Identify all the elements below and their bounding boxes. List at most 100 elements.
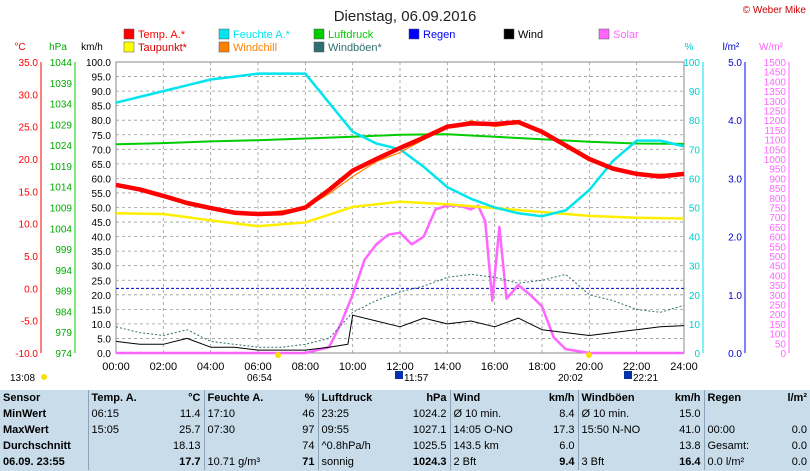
humidity-tick-label: 100 xyxy=(683,58,700,69)
sunrise-marker xyxy=(275,352,281,358)
stats-table: Sensor Temp. A. °C Feuchte A.% Luftdruck hPa W… xyxy=(0,390,810,471)
wind-tick-label: 70.0 xyxy=(92,145,112,156)
table-header: km/h xyxy=(674,392,701,404)
solar-tick-label: 500 xyxy=(769,252,786,263)
solar-tick-label: 1000 xyxy=(764,155,787,166)
row-label: MinWert xyxy=(3,408,47,420)
time-tick-label: 24:00 xyxy=(670,361,698,373)
wind-unit: km/h xyxy=(81,42,103,53)
sunset-marker xyxy=(586,352,592,358)
solar-tick-label: 1050 xyxy=(764,145,787,156)
sunset-label: 20:02 xyxy=(558,373,583,384)
table-cell: 8.4 xyxy=(559,408,575,420)
table-row: Durchschnitt 18.13 74 ^0.8hPa/h 1025.5 143.5 … xyxy=(0,438,810,454)
legend: Temp. A.* Feuchte A.* Luftdruck Regen Wind So… xyxy=(123,28,639,54)
solar-tick-label: 1350 xyxy=(764,87,787,98)
wind-tick-label: 90.0 xyxy=(92,87,112,98)
table-cell: 11.4 xyxy=(179,408,201,420)
temp-tick-label: -10.0 xyxy=(15,349,38,360)
table-cell xyxy=(203,438,272,454)
solar-tick-label: 1300 xyxy=(764,97,787,108)
table-header: Luftdruck xyxy=(317,390,388,406)
rain-tick-label: 4.0 xyxy=(728,116,742,127)
solar-tick-label: 1200 xyxy=(764,116,787,127)
rain-tick-label: 2.0 xyxy=(728,233,742,244)
table-header: km/h xyxy=(548,392,575,404)
last-marker xyxy=(624,371,632,379)
rain-tick-label: 3.0 xyxy=(728,174,742,185)
solar-tick-label: 1150 xyxy=(764,126,786,137)
table-cell: 1024.3 xyxy=(412,456,447,468)
series-temp-a xyxy=(115,119,685,217)
table-cell: 97 xyxy=(302,424,315,436)
table-cell: 143.5 km xyxy=(449,438,516,454)
pressure-unit: hPa xyxy=(49,42,67,53)
solar-tick-label: 650 xyxy=(769,223,786,234)
axis-ticks: 35.0 30.0 25.0 20.0 15.0 10.0 5.0 0.0 -5.0 -10.0 1… xyxy=(15,58,790,373)
pressure-tick-label: 994 xyxy=(55,266,72,277)
legend-label: Taupunkt* xyxy=(138,42,188,54)
legend-label: Wind xyxy=(518,29,543,41)
sun-first-marker xyxy=(41,374,47,380)
table-cell: 25.7 xyxy=(179,424,201,436)
sun-times: 13:08 06:54 11:57 20:02 22:21 xyxy=(10,352,658,384)
table-cell: 18.13 xyxy=(172,440,201,452)
table-header: °C xyxy=(188,392,201,404)
table-cell: 17.3 xyxy=(553,424,575,436)
legend-label: Solar xyxy=(613,29,639,41)
table-cell: 2 Bft xyxy=(449,454,516,470)
humidity-tick-label: 60 xyxy=(689,174,701,185)
legend-swatch xyxy=(123,28,135,40)
pressure-tick-label: 1024 xyxy=(50,141,73,152)
solar-tick-label: 900 xyxy=(769,174,786,185)
table-cell: 0.0 l/m² xyxy=(703,454,770,470)
table-cell: 15:05 xyxy=(87,422,148,438)
legend-swatch xyxy=(408,28,420,40)
table-cell: 07:30 xyxy=(203,422,272,438)
pressure-tick-label: 1034 xyxy=(50,100,73,111)
rain-tick-label: 1.0 xyxy=(728,291,742,302)
table-cell: 1024.2 xyxy=(412,408,447,420)
table-cell: 9.4 xyxy=(559,456,575,468)
time-tick-label: 14:00 xyxy=(434,361,462,373)
table-cell: Gesamt: xyxy=(703,438,770,454)
legend-swatch xyxy=(123,41,135,53)
humidity-tick-label: 70 xyxy=(689,145,701,156)
wind-tick-label: 10.0 xyxy=(92,320,112,331)
table-header: Regen xyxy=(703,390,770,406)
wind-tick-label: 45.0 xyxy=(92,218,112,229)
pressure-tick-label: 989 xyxy=(55,287,72,298)
weather-chart: Dienstag, 06.09.2016 © Weber Mike Temp. … xyxy=(10,5,807,384)
solar-tick-label: 150 xyxy=(769,320,786,331)
table-header: Feuchte A. xyxy=(203,390,272,406)
table-cell xyxy=(87,438,148,454)
series-windb-en xyxy=(115,273,685,348)
pressure-tick-label: 1029 xyxy=(50,120,73,131)
humidity-tick-label: 40 xyxy=(689,233,701,244)
humidity-tick-label: 10 xyxy=(689,320,701,331)
time-tick-label: 10:00 xyxy=(339,361,367,373)
noon-label: 11:57 xyxy=(404,373,429,384)
solar-tick-label: 950 xyxy=(769,165,786,176)
table-header: hPa xyxy=(426,392,447,404)
legend-label: Temp. A.* xyxy=(138,29,186,41)
table-cell xyxy=(770,406,810,422)
wind-tick-label: 80.0 xyxy=(92,116,112,127)
table-cell: 00:00 xyxy=(703,422,770,438)
solar-tick-label: 400 xyxy=(769,271,786,282)
table-header: Windböen xyxy=(577,390,642,406)
humidity-tick-label: 90 xyxy=(689,87,701,98)
table-cell: Ø 10 min. xyxy=(449,406,516,422)
time-tick-label: 20:00 xyxy=(576,361,604,373)
legend-label: Feuchte A.* xyxy=(233,29,291,41)
table-cell: 15.0 xyxy=(679,408,701,420)
time-tick-label: 00:00 xyxy=(102,361,130,373)
time-tick-label: 18:00 xyxy=(528,361,556,373)
solar-tick-label: 1500 xyxy=(764,58,787,69)
solar-unit: W/m² xyxy=(759,42,784,53)
series-wind xyxy=(115,314,685,351)
noon-marker xyxy=(395,371,403,379)
time-tick-label: 02:00 xyxy=(150,361,178,373)
pressure-tick-label: 1014 xyxy=(50,183,73,194)
row-label: 06.09. 23:55 xyxy=(3,456,65,468)
